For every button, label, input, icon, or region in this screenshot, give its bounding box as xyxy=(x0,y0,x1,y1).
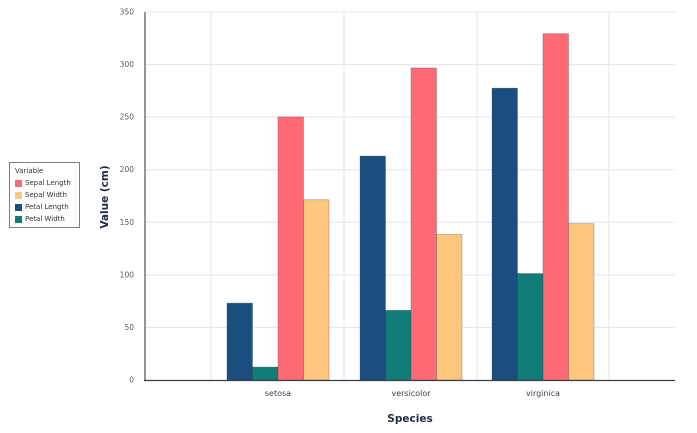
legend-item: Petal Width xyxy=(15,213,74,225)
bar-petal-length-virginica xyxy=(491,87,518,381)
legend-swatch xyxy=(15,215,22,223)
bar-petal-width-setosa xyxy=(252,366,279,381)
bar-sepal-length-setosa xyxy=(277,116,304,381)
legend-label: Petal Length xyxy=(25,203,69,211)
bar-petal-width-versicolor xyxy=(385,309,412,381)
bar-sepal-length-versicolor xyxy=(410,67,437,381)
legend: Variable Sepal Length Sepal Width Petal Le… xyxy=(9,162,80,228)
legend-label: Sepal Length xyxy=(25,179,71,187)
bar-petal-width-virginica xyxy=(517,273,544,381)
legend-swatch xyxy=(15,203,22,211)
bar-petal-length-setosa xyxy=(226,302,253,381)
bar-sepal-width-setosa xyxy=(303,199,330,381)
legend-title: Variable xyxy=(15,167,44,175)
legend-label: Petal Width xyxy=(25,215,65,223)
y-tick-label: 100 xyxy=(120,270,135,279)
x-tick-label: virginica xyxy=(526,389,560,398)
y-tick-label: 150 xyxy=(120,218,135,227)
y-axis-title: Value (cm) xyxy=(99,165,111,228)
x-tick-label: versicolor xyxy=(391,389,431,398)
legend-item: Sepal Width xyxy=(15,189,74,201)
y-tick-label: 0 xyxy=(129,376,134,385)
x-tick-label: setosa xyxy=(265,389,291,398)
bar-sepal-length-virginica xyxy=(542,33,569,381)
bars xyxy=(226,33,595,381)
x-axis-title: Species xyxy=(387,413,432,425)
bar-sepal-width-virginica xyxy=(568,223,595,381)
y-tick-label: 300 xyxy=(120,60,135,69)
legend-item: Petal Length xyxy=(15,201,74,213)
y-tick-label: 350 xyxy=(120,8,135,17)
y-axis-ticks: 0 50 100 150 200 250 300 350 xyxy=(120,8,135,385)
legend-swatch xyxy=(15,191,22,199)
y-tick-label: 250 xyxy=(120,113,135,122)
bar-sepal-width-versicolor xyxy=(436,234,463,381)
bar-petal-length-versicolor xyxy=(359,155,386,381)
x-axis-ticks: setosa versicolor virginica xyxy=(265,389,560,398)
y-tick-label: 50 xyxy=(124,323,134,332)
legend-swatch xyxy=(15,179,22,187)
legend-item: Sepal Length xyxy=(15,177,74,189)
legend-label: Sepal Width xyxy=(25,191,67,199)
y-tick-label: 200 xyxy=(120,165,135,174)
grid xyxy=(145,11,675,380)
